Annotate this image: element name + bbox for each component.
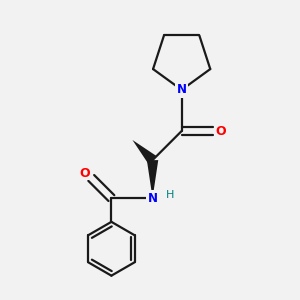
Text: N: N xyxy=(148,192,158,205)
Text: O: O xyxy=(215,124,226,137)
Polygon shape xyxy=(147,160,158,198)
Text: O: O xyxy=(79,167,90,180)
Text: H: H xyxy=(166,190,174,200)
Polygon shape xyxy=(132,140,157,164)
Text: N: N xyxy=(177,83,187,96)
